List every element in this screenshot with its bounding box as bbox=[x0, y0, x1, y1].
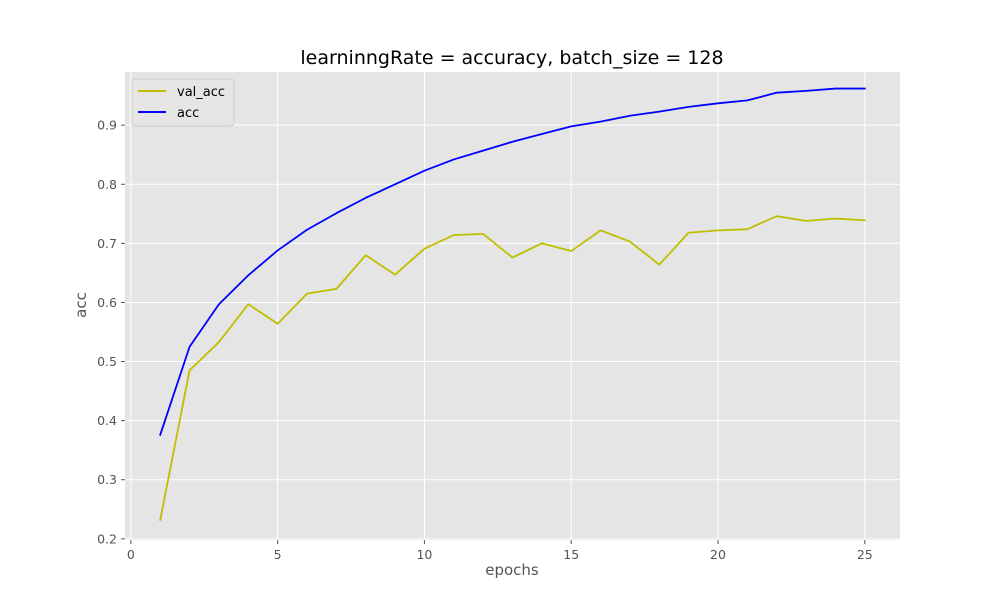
legend-label-acc: acc bbox=[177, 106, 199, 121]
series-lines bbox=[159, 87, 866, 521]
x-tick-label: 5 bbox=[274, 547, 282, 562]
x-tick-label: 0 bbox=[127, 547, 135, 562]
axis-ticks: 0 5 10 15 20 25 0.2 0.3 0.4 0.5 0.6 0.7 0.8 0.9 bbox=[97, 118, 873, 562]
x-tick-label: 25 bbox=[857, 547, 873, 562]
y-tick-label: 0.2 bbox=[97, 531, 117, 546]
legend: val_acc acc bbox=[131, 78, 235, 127]
y-tick-label: 0.6 bbox=[97, 295, 117, 310]
series-line-val-acc bbox=[159, 215, 866, 521]
x-tick-label: 15 bbox=[563, 547, 579, 562]
y-axis-label: acc bbox=[72, 292, 90, 318]
y-tick-label: 0.5 bbox=[97, 354, 117, 369]
chart-title: learninngRate = accuracy, batch_size = 1… bbox=[300, 47, 723, 69]
y-tick-label: 0.4 bbox=[97, 413, 117, 428]
y-tick-label: 0.8 bbox=[97, 177, 117, 192]
x-tick-label: 10 bbox=[416, 547, 432, 562]
series-line-acc bbox=[159, 87, 866, 436]
x-axis-label: epochs bbox=[485, 561, 539, 579]
x-tick-label: 20 bbox=[710, 547, 726, 562]
y-tick-label: 0.9 bbox=[97, 118, 117, 133]
grid-lines bbox=[125, 72, 900, 540]
plot-background bbox=[125, 72, 900, 540]
y-tick-label: 0.7 bbox=[97, 236, 117, 251]
y-tick-label: 0.3 bbox=[97, 472, 117, 487]
legend-label-val-acc: val_acc bbox=[177, 85, 225, 100]
